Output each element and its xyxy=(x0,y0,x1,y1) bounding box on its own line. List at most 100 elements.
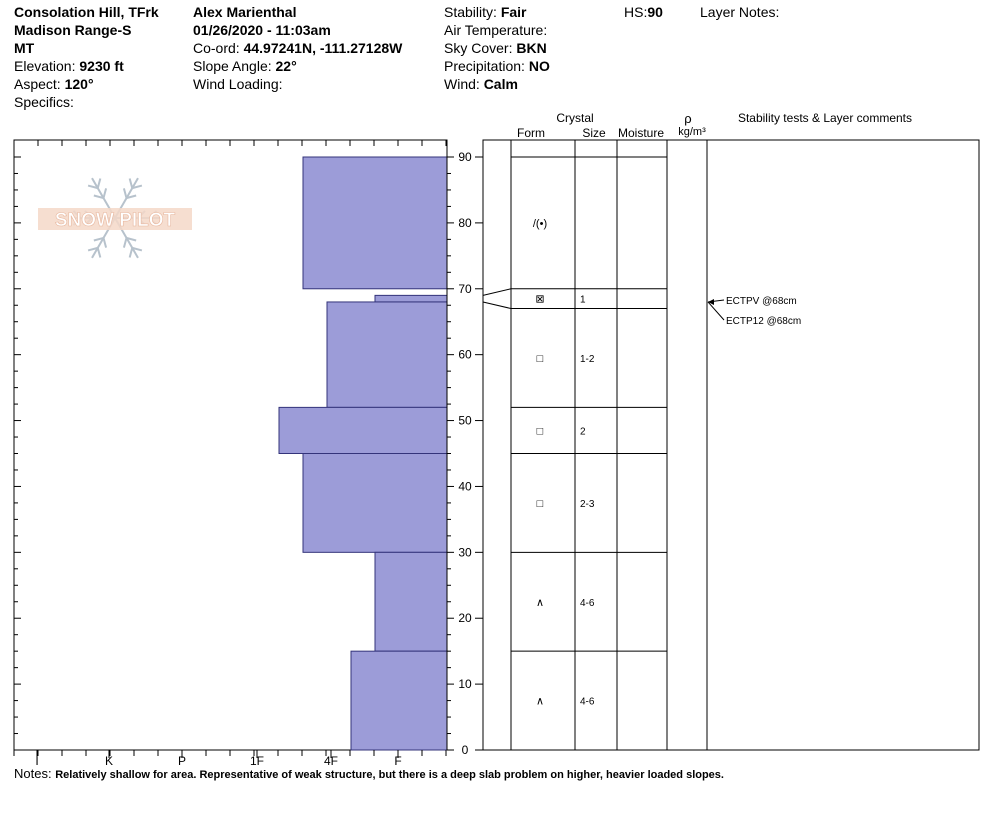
hs-info: HS:90 xyxy=(624,3,663,21)
state: MT xyxy=(14,40,35,56)
crystal-form-0: /(•) xyxy=(533,218,547,230)
crystal-header: Crystal xyxy=(556,111,593,125)
snowflake-branch xyxy=(128,247,134,258)
hardness-label-4f: 4F xyxy=(324,754,338,768)
snowflake-branch xyxy=(102,237,108,248)
crystal-form-3: □ xyxy=(537,425,544,437)
depth-label-0: 0 xyxy=(462,743,469,757)
precip-label: Precipitation: xyxy=(444,58,525,74)
hardness-bar-6 xyxy=(350,650,448,751)
layer-notes: Layer Notes: xyxy=(700,3,779,21)
snowflake-branch xyxy=(122,188,128,199)
coord-label: Co-ord: xyxy=(193,40,240,56)
depth-label-50: 50 xyxy=(458,414,472,428)
stability-test-pointer-1 xyxy=(707,301,725,321)
depth-label-10: 10 xyxy=(458,677,472,691)
layer-table-frame xyxy=(482,139,980,751)
range: Madison Range-S xyxy=(14,22,132,38)
logo-band xyxy=(38,208,192,230)
hardness-axis: I K P 1F 4F F xyxy=(13,140,447,768)
snowflake-branch xyxy=(96,178,102,189)
hardness-bar-3 xyxy=(278,406,448,454)
elevation-label: Elevation: xyxy=(14,58,76,74)
aspect-value: 120° xyxy=(64,76,94,92)
wind-loading-label: Wind Loading: xyxy=(193,76,283,92)
layer-connector-70 xyxy=(482,288,512,296)
wind-label: Wind: xyxy=(444,76,480,92)
hardness-label-i: I xyxy=(35,754,38,768)
snowflake-branch xyxy=(93,236,104,242)
crystal-form-6: ∧ xyxy=(536,696,544,708)
stability-value: Fair xyxy=(500,4,527,20)
snowflake-branch xyxy=(128,178,134,189)
snowflake-branch xyxy=(96,247,102,258)
hardness-label-1f: 1F xyxy=(250,754,264,768)
notes-label: Notes: xyxy=(14,766,52,781)
hs-value: 90 xyxy=(647,4,663,20)
crystal-form-1: ⊠ xyxy=(535,294,544,306)
weather-info: Stability: Fair Air Temperature: Sky Cov… xyxy=(444,3,550,93)
depth-axis: 0 10 20 30 40 50 60 70 80 90 xyxy=(14,140,483,757)
hardness-bar-5 xyxy=(374,551,448,652)
snowflake-branch xyxy=(131,246,143,252)
stability-test-label-1: ECTP12 @68cm xyxy=(726,316,801,327)
hardness-bar-2 xyxy=(326,301,448,408)
snowflake-branch xyxy=(93,194,104,200)
hardness-bar-4 xyxy=(302,453,448,553)
depth-label-30: 30 xyxy=(458,545,472,559)
hardness-bar-1 xyxy=(374,294,448,303)
crystal-form-4: □ xyxy=(537,498,544,510)
notes-text: Relatively shallow for area. Representat… xyxy=(55,769,724,781)
stability-test-label-0: ECTPV @68cm xyxy=(726,296,797,307)
density-unit-header: kg/m³ xyxy=(678,126,706,138)
slope-label: Slope Angle: xyxy=(193,58,272,74)
crystal-layers: /(•) ⊠ 1 □ 1-2 □ 2 □ 2-3 ∧ 4-6 ∧ 4-6 xyxy=(482,156,667,708)
hardness-bars xyxy=(278,156,448,751)
size-header: Size xyxy=(582,126,606,140)
snowflake-branch xyxy=(122,237,128,248)
form-header: Form xyxy=(517,126,545,140)
depth-label-80: 80 xyxy=(458,216,472,230)
datetime: 01/26/2020 - 11:03am xyxy=(193,22,331,38)
moisture-header: Moisture xyxy=(618,126,664,140)
location: Consolation Hill, TFrk xyxy=(14,4,159,20)
crystal-size-2: 1-2 xyxy=(580,354,595,365)
observation-info: Alex Marienthal 01/26/2020 - 11:03am Co-… xyxy=(193,3,402,93)
depth-label-60: 60 xyxy=(458,348,472,362)
hardness-label-f: F xyxy=(394,754,401,768)
hardness-label-p: P xyxy=(178,754,186,768)
crystal-size-6: 4-6 xyxy=(580,697,595,708)
hs-label: HS: xyxy=(624,4,648,20)
hardness-bar-0 xyxy=(302,156,448,290)
sky-label: Sky Cover: xyxy=(444,40,513,56)
coord-value: 44.97241N, -111.27128W xyxy=(243,40,403,56)
hardness-label-k: K xyxy=(105,754,113,768)
stability-comments-header: Stability tests & Layer comments xyxy=(738,111,912,125)
elevation-value: 9230 ft xyxy=(79,58,124,74)
layer-connector-67 xyxy=(482,301,512,310)
air-temp-label: Air Temperature: xyxy=(444,22,548,38)
snowflake-branch xyxy=(126,236,137,242)
depth-label-70: 70 xyxy=(458,282,472,296)
sky-value: BKN xyxy=(516,40,547,56)
aspect-label: Aspect: xyxy=(14,76,61,92)
snowflake-branch xyxy=(126,194,137,200)
stability-test-arrowhead xyxy=(708,298,714,305)
precip-value: NO xyxy=(528,58,550,74)
snowflake-branch xyxy=(87,184,99,190)
specifics-label: Specifics: xyxy=(14,94,74,110)
wind-value: Calm xyxy=(483,76,518,92)
site-info: Consolation Hill, TFrk Madison Range-S M… xyxy=(14,3,159,111)
logo-text: SNOW PILOT xyxy=(55,210,176,231)
depth-label-40: 40 xyxy=(458,479,472,493)
snow-profile-chart: SNOW PILOT I K P 1F 4F F 0102030405060708090 … xyxy=(13,111,980,768)
crystal-form-2: □ xyxy=(537,353,544,365)
snowpilot-logo: SNOW PILOT xyxy=(38,177,192,259)
observer: Alex Marienthal xyxy=(193,4,297,20)
notes: Notes: Relatively shallow for area. Repr… xyxy=(14,766,724,781)
stability-label: Stability: xyxy=(444,4,497,20)
layer-notes-label: Layer Notes: xyxy=(700,4,780,20)
stability-tests: ECTPV @68cm ECTP12 @68cm xyxy=(707,296,801,327)
depth-label-20: 20 xyxy=(458,611,472,625)
crystal-size-4: 2-3 xyxy=(580,499,595,510)
